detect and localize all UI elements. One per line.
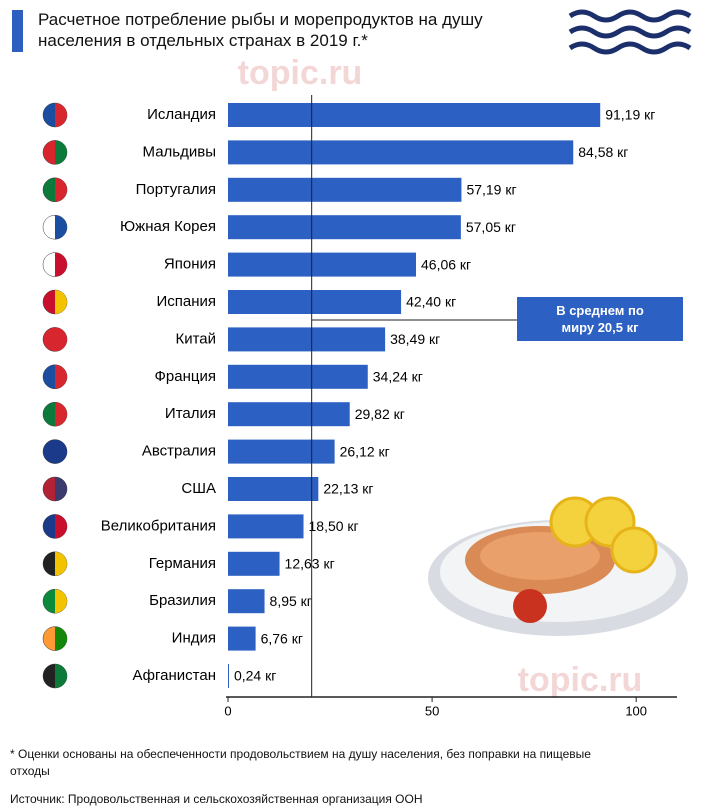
y-tick-label: Великобритания <box>101 517 216 534</box>
bar <box>228 477 318 501</box>
title-marker <box>12 10 23 52</box>
bar <box>228 365 368 389</box>
y-tick-label: Италия <box>165 405 216 422</box>
bar <box>228 290 401 314</box>
bar <box>228 402 350 426</box>
flag <box>55 627 67 651</box>
y-tick-label: Южная Корея <box>120 218 216 235</box>
value-label: 57,05 кг <box>466 219 516 235</box>
flag <box>55 477 67 501</box>
bar <box>228 103 600 127</box>
chart-title: Расчетное потребление рыбы и морепродукт… <box>38 9 508 51</box>
y-tick-label: Исландия <box>147 106 216 123</box>
x-tick-label: 100 <box>625 703 647 718</box>
y-tick-label: Афганистан <box>133 667 217 684</box>
flag <box>55 327 67 351</box>
value-label: 42,40 кг <box>406 294 456 310</box>
chart: topic.ru topic.ru 0 50 100 Исландия 91,19 кг Ма… <box>0 0 710 811</box>
value-label: 0,24 кг <box>234 668 276 684</box>
value-label: 84,58 кг <box>578 144 628 160</box>
y-tick-label: Мальдивы <box>143 143 216 160</box>
flag <box>55 552 67 576</box>
source: Источник: Продовольственная и сельскохоз… <box>10 792 423 806</box>
flag <box>55 140 67 164</box>
bar <box>228 178 461 202</box>
y-tick-label: Бразилия <box>149 592 216 609</box>
x-tick-label: 50 <box>425 703 439 718</box>
y-tick-label: Австралия <box>142 443 216 460</box>
flag <box>55 178 67 202</box>
y-tick-label: Индия <box>172 630 216 647</box>
value-label: 18,50 кг <box>309 518 359 534</box>
y-tick-label: Германия <box>149 555 216 572</box>
x-tick-label: 0 <box>224 703 231 718</box>
plate-illustration <box>428 498 688 636</box>
flag <box>55 103 67 127</box>
value-label: 22,13 кг <box>323 481 373 497</box>
y-tick-label: Китай <box>175 330 216 347</box>
value-label: 34,24 кг <box>373 369 423 385</box>
value-label: 6,76 кг <box>261 630 303 646</box>
flag <box>55 253 67 277</box>
bar <box>228 215 461 239</box>
value-label: 12,63 кг <box>285 556 335 572</box>
bar <box>228 589 265 613</box>
flag <box>55 365 67 389</box>
value-label: 8,95 кг <box>270 593 312 609</box>
watermark: topic.ru <box>238 54 363 92</box>
flag <box>55 440 67 464</box>
value-label: 46,06 кг <box>421 256 471 272</box>
flag <box>55 290 67 314</box>
footnote: * Оценки основаны на обеспеченности прод… <box>10 746 610 780</box>
value-label: 29,82 кг <box>355 406 405 422</box>
value-label: 57,19 кг <box>466 182 516 198</box>
flag <box>55 589 67 613</box>
bar <box>228 627 256 651</box>
y-tick-label: Испания <box>156 293 216 310</box>
bar <box>228 440 335 464</box>
value-label: 26,12 кг <box>340 443 390 459</box>
y-tick-label: Япония <box>164 256 216 273</box>
bar <box>228 552 280 576</box>
bar <box>228 327 385 351</box>
bar <box>228 664 229 688</box>
watermark: topic.ru <box>518 661 643 699</box>
bar <box>228 253 416 277</box>
average-annotation: В среднем по миру 20,5 кг <box>517 297 683 341</box>
flag <box>55 514 67 538</box>
y-tick-label: США <box>181 480 216 497</box>
bar <box>228 140 573 164</box>
flag <box>55 402 67 426</box>
value-label: 38,49 кг <box>390 331 440 347</box>
page: topic.ru topic.ru 0 50 100 Исландия 91,19 кг Ма… <box>0 0 710 811</box>
value-label: 91,19 кг <box>605 107 655 123</box>
wave-icon <box>570 12 690 52</box>
bar <box>228 514 304 538</box>
y-tick-label: Португалия <box>136 181 216 198</box>
flag <box>55 215 67 239</box>
y-tick-label: Франция <box>155 368 216 385</box>
flag <box>55 664 67 688</box>
